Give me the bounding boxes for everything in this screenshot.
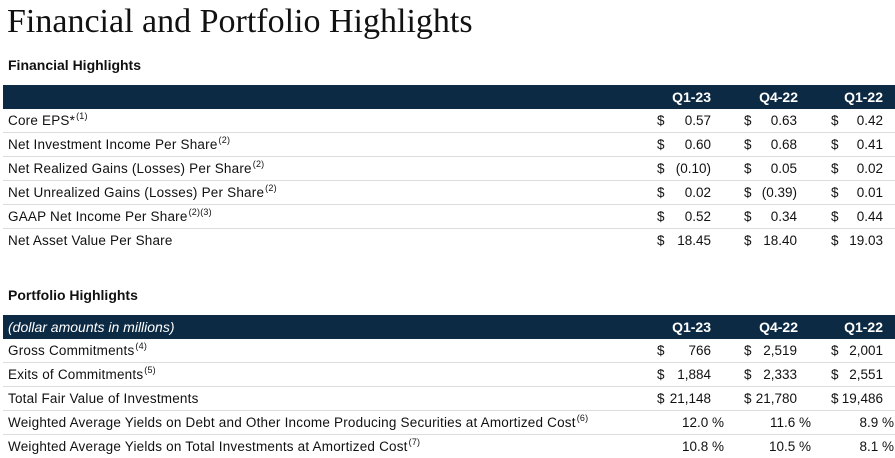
- value-cell: 8.9 %: [859, 415, 894, 430]
- table-row: Exits of Commitments(5) $1,884 $2,333 $2…: [3, 363, 895, 387]
- row-label: GAAP Net Income Per Share(2)(3): [8, 207, 212, 225]
- table-row: Net Realized Gains (Losses) Per Share(2)…: [3, 157, 895, 181]
- value-cell: 12.0 %: [681, 415, 724, 430]
- value-cell: $19,486: [831, 391, 883, 406]
- row-label: Weighted Average Yields on Debt and Othe…: [8, 413, 589, 431]
- column-header-q1-22: Q1-22: [844, 89, 883, 105]
- value-cell: $766: [657, 343, 711, 358]
- row-label: Net Unrealized Gains (Losses) Per Share(…: [8, 183, 277, 201]
- row-label: Exits of Commitments(5): [8, 365, 156, 383]
- value-cell: $0.63: [744, 113, 797, 128]
- column-header-q4-22: Q4-22: [759, 319, 798, 335]
- value-cell: $2,001: [831, 343, 883, 358]
- column-header-q4-22: Q4-22: [759, 89, 798, 105]
- footnote-marker: (4): [135, 341, 148, 351]
- value-cell: 11.6 %: [769, 415, 811, 430]
- footnote-marker: (1): [76, 111, 88, 121]
- value-cell: $21,780: [744, 391, 797, 406]
- footnote-marker: (2): [252, 159, 265, 169]
- value-cell: 10.8 %: [681, 439, 724, 454]
- row-label: Net Asset Value Per Share: [8, 233, 173, 248]
- column-header-q1-22: Q1-22: [844, 319, 883, 335]
- value-cell: 8.1 %: [859, 439, 894, 454]
- value-cell: $0.41: [831, 137, 883, 152]
- table-row: Weighted Average Yields on Debt and Othe…: [3, 411, 895, 435]
- value-cell: $21,148: [657, 391, 711, 406]
- column-header-q1-23: Q1-23: [672, 319, 711, 335]
- value-cell: $0.52: [657, 209, 711, 224]
- value-cell: $0.68: [744, 137, 797, 152]
- table-row: Gross Commitments(4) $766 $2,519 $2,001: [3, 339, 895, 363]
- value-cell: $2,551: [831, 367, 883, 382]
- value-cell: $0.60: [657, 137, 711, 152]
- footnote-marker: (7): [408, 437, 421, 447]
- table-row: Weighted Average Yields on Total Investm…: [3, 435, 895, 458]
- value-cell: $18.45: [657, 233, 711, 248]
- value-cell: $2,519: [744, 343, 797, 358]
- table-row: Total Fair Value of Investments $21,148 …: [3, 387, 895, 411]
- value-cell: $0.34: [744, 209, 797, 224]
- table-header: (dollar amounts in millions) Q1-23 Q4-22…: [3, 315, 895, 339]
- financial-highlights-title: Financial Highlights: [8, 57, 142, 73]
- table-header: Q1-23 Q4-22 Q1-22: [3, 85, 895, 109]
- row-label: Weighted Average Yields on Total Investm…: [8, 437, 421, 455]
- financial-highlights-table: Q1-23 Q4-22 Q1-22 Core EPS*(1) $0.57 $0.…: [3, 85, 895, 252]
- value-cell: $ (0.10): [657, 161, 711, 176]
- footnote-marker: (2)(3): [188, 207, 212, 217]
- value-cell: $18.40: [744, 233, 797, 248]
- value-cell: 10.5 %: [768, 439, 811, 454]
- table-row: GAAP Net Income Per Share(2)(3) $0.52 $0…: [3, 205, 895, 229]
- row-label: Total Fair Value of Investments: [8, 391, 199, 406]
- value-cell: $ (0.39): [744, 185, 797, 200]
- value-cell: $0.57: [657, 113, 711, 128]
- column-header-q1-23: Q1-23: [672, 89, 711, 105]
- row-label: Net Investment Income Per Share(2): [8, 135, 231, 153]
- footnote-marker: (5): [144, 365, 156, 375]
- value-cell: $0.44: [831, 209, 883, 224]
- value-cell: $0.02: [657, 185, 711, 200]
- value-cell: $2,333: [744, 367, 797, 382]
- row-label: Gross Commitments(4): [8, 341, 148, 359]
- portfolio-highlights-table: (dollar amounts in millions) Q1-23 Q4-22…: [3, 315, 895, 458]
- row-label: Net Realized Gains (Losses) Per Share(2): [8, 159, 265, 177]
- value-cell: $1,884: [657, 367, 711, 382]
- table-row: Core EPS*(1) $0.57 $0.63 $0.42: [3, 109, 895, 133]
- footnote-marker: (2): [265, 183, 277, 193]
- footnote-marker: (2): [218, 135, 231, 145]
- row-label: Core EPS*(1): [8, 111, 88, 129]
- value-cell: $0.05: [744, 161, 797, 176]
- value-cell: $19.03: [831, 233, 883, 248]
- portfolio-highlights-title: Portfolio Highlights: [8, 287, 138, 303]
- table-row: Net Unrealized Gains (Losses) Per Share(…: [3, 181, 895, 205]
- value-cell: $0.02: [831, 161, 883, 176]
- value-cell: $0.01: [831, 185, 883, 200]
- header-label: (dollar amounts in millions): [8, 319, 175, 335]
- value-cell: $0.42: [831, 113, 883, 128]
- page-title: Financial and Portfolio Highlights: [7, 3, 473, 40]
- table-row: Net Asset Value Per Share $18.45 $18.40 …: [3, 229, 895, 252]
- footnote-marker: (6): [576, 413, 589, 423]
- table-row: Net Investment Income Per Share(2) $0.60…: [3, 133, 895, 157]
